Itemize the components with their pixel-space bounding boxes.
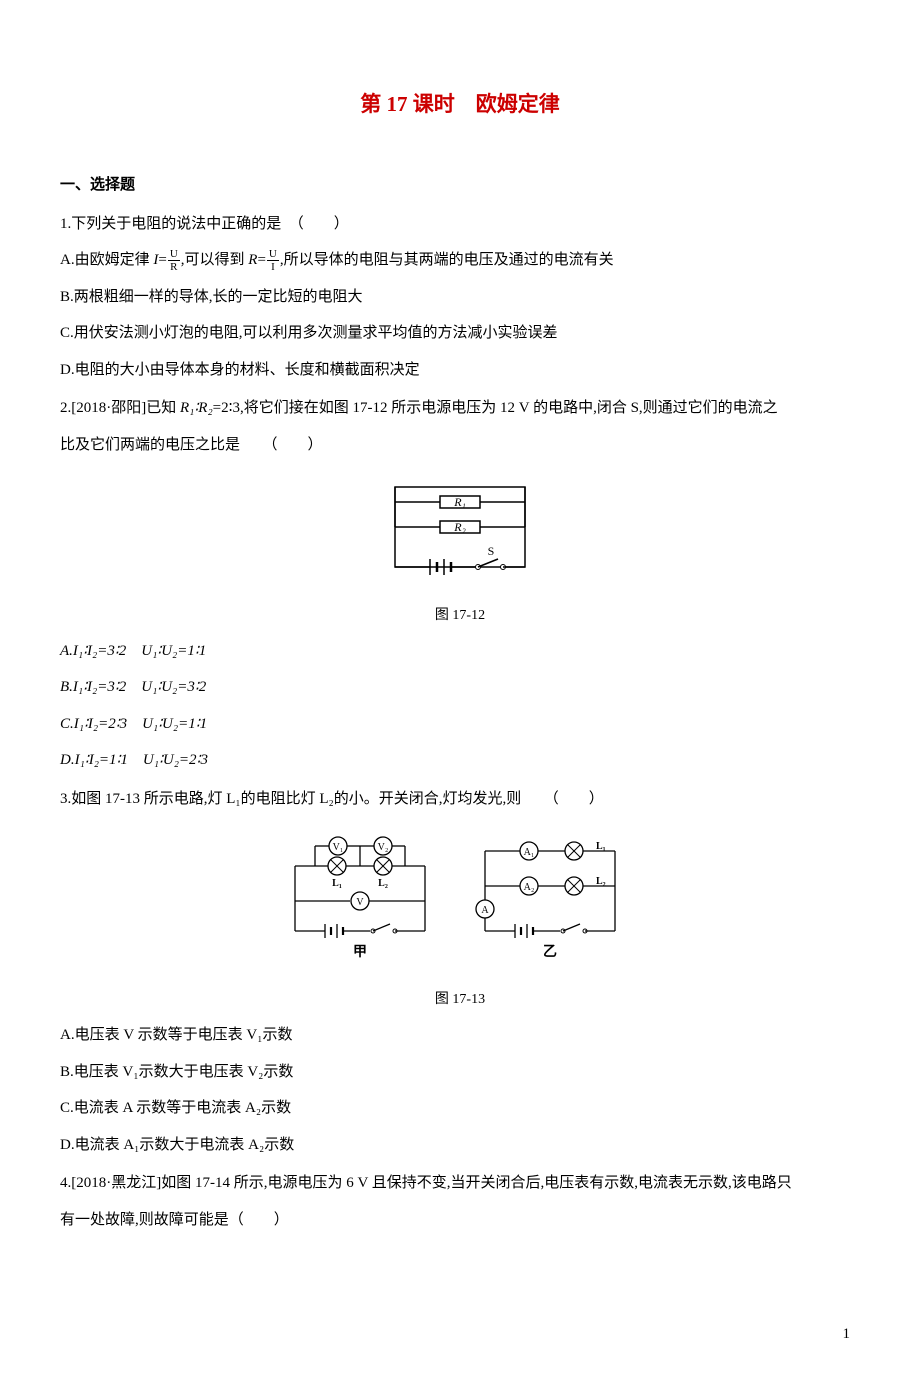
frac-num: U: [168, 248, 180, 261]
q3-option-B: B.电压表 V₁示数大于电压表 V₂示数: [60, 1055, 860, 1090]
q1-A-post: ,所以导体的电阻与其两端的电压及通过的电流有关: [280, 252, 614, 268]
q2-D-text: D.I₁∶I₂=1∶1 U₁∶U₂=2∶3: [60, 752, 208, 768]
meter-V: V: [356, 897, 364, 908]
q1-option-C: C.用伏安法测小灯泡的电阻,可以利用多次测量求平均值的方法减小实验误差: [60, 316, 860, 351]
q2-option-A: A.I₁∶I₂=3∶2 U₁∶U₂=1∶1: [60, 634, 860, 669]
section-header: 一、选择题: [60, 168, 860, 203]
fraction-UI: UI: [267, 248, 279, 273]
q2-ratio: R₁∶R₂: [180, 400, 213, 416]
label-L1b: L₁: [596, 841, 606, 852]
q3-option-D: D.电流表 A₁示数大于电流表 A₂示数: [60, 1128, 860, 1163]
q2-option-B: B.I₁∶I₂=3∶2 U₁∶U₂=3∶2: [60, 670, 860, 705]
meter-A2: A₂: [524, 882, 535, 893]
frac-den: I: [267, 261, 279, 273]
label-L1: L₁: [332, 878, 342, 889]
q1-stem: 1.下列关于电阻的说法中正确的是 （ ）: [60, 207, 860, 242]
figure-17-12-caption: 图 17-12: [60, 600, 860, 632]
q1-option-B: B.两根粗细一样的导体,长的一定比短的电阻大: [60, 280, 860, 315]
q3-stem: 3.如图 17-13 所示电路,灯 L₁的电阻比灯 L₂的小。开关闭合,灯均发光…: [60, 782, 860, 817]
frac-num: U: [267, 248, 279, 261]
label-L2: L₂: [378, 878, 388, 889]
eq: =: [158, 252, 166, 268]
q2-A-text: A.I₁∶I₂=3∶2 U₁∶U₂=1∶1: [60, 643, 206, 659]
label-R2: R₂: [453, 520, 466, 534]
meter-V1: V₁: [333, 842, 344, 853]
label-S: S: [488, 544, 495, 558]
meter-A1: A₁: [524, 847, 535, 858]
figure-17-12: R₁ R₂ S: [60, 472, 860, 596]
q2-C-text: C.I₁∶I₂=2∶3 U₁∶U₂=1∶1: [60, 716, 207, 732]
q2-option-C: C.I₁∶I₂=2∶3 U₁∶U₂=1∶1: [60, 707, 860, 742]
page-number: 1: [60, 1317, 860, 1352]
q3-option-A: A.电压表 V 示数等于电压表 V₁示数: [60, 1018, 860, 1053]
circuit-diagram-pair-icon: V₁ V₂ L₁ L₂ V: [270, 826, 650, 966]
q4-stem-b: 有一处故障,则故障可能是（ ）: [60, 1203, 860, 1238]
q1-A-mid: ,可以得到: [181, 252, 249, 268]
label-L2b: L₂: [596, 876, 606, 887]
fraction-UR: UR: [168, 248, 180, 273]
q2-stem: 2.[2018·邵阳]已知 R₁∶R₂=2∶3,将它们接在如图 17-12 所示…: [60, 391, 860, 426]
q2-stem-b: =2∶3,将它们接在如图 17-12 所示电源电压为 12 V 的电路中,闭合 …: [213, 400, 778, 416]
circuit-diagram-icon: R₁ R₂ S: [375, 472, 545, 582]
q4-stem-a: 4.[2018·黑龙江]如图 17-14 所示,电源电压为 6 V 且保持不变,…: [60, 1166, 860, 1201]
q2-option-D: D.I₁∶I₂=1∶1 U₁∶U₂=2∶3: [60, 743, 860, 778]
q2-stem-a: 2.[2018·邵阳]已知: [60, 400, 180, 416]
q2-stem-c: 比及它们两端的电压之比是 （ ）: [60, 428, 860, 463]
label-R1: R₁: [453, 495, 466, 509]
figure-17-13-caption: 图 17-13: [60, 984, 860, 1016]
q1-option-D: D.电阻的大小由导体本身的材料、长度和横截面积决定: [60, 353, 860, 388]
meter-A: A: [481, 905, 489, 916]
eq2: =: [257, 252, 265, 268]
label-jia: 甲: [353, 944, 367, 960]
q2-B-text: B.I₁∶I₂=3∶2 U₁∶U₂=3∶2: [60, 679, 206, 695]
page-title: 第 17 课时 欧姆定律: [60, 80, 860, 128]
meter-V2: V₂: [378, 842, 389, 853]
frac-den: R: [168, 261, 180, 273]
figure-17-13: V₁ V₂ L₁ L₂ V: [60, 826, 860, 980]
q3-option-C: C.电流表 A 示数等于电流表 A₂示数: [60, 1091, 860, 1126]
q1-option-A: A.由欧姆定律 I=UR,可以得到 R=UI,所以导体的电阻与其两端的电压及通过…: [60, 243, 860, 278]
q1-A-pre: A.由欧姆定律: [60, 252, 153, 268]
label-yi: 乙: [543, 944, 557, 960]
